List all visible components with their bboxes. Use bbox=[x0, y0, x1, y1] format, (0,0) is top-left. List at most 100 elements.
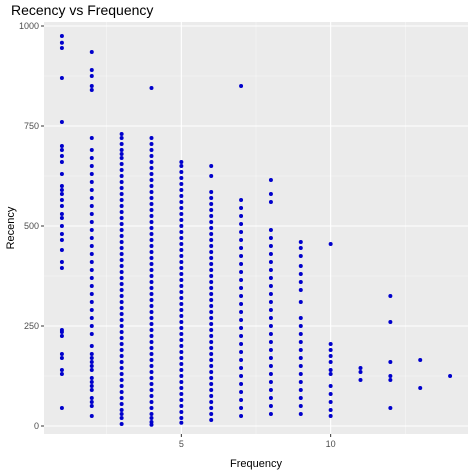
data-point bbox=[268, 388, 273, 392]
data-point bbox=[209, 196, 214, 200]
data-point bbox=[59, 172, 64, 176]
data-point bbox=[209, 202, 214, 206]
data-points bbox=[59, 34, 453, 427]
data-point bbox=[89, 50, 94, 54]
data-point bbox=[298, 380, 303, 384]
data-point bbox=[119, 372, 124, 376]
data-point bbox=[89, 172, 94, 176]
data-point bbox=[149, 370, 154, 374]
data-point bbox=[149, 416, 154, 420]
data-point bbox=[59, 144, 64, 148]
data-point bbox=[149, 256, 154, 260]
data-point bbox=[239, 198, 244, 202]
data-point bbox=[179, 260, 184, 264]
data-point bbox=[239, 326, 244, 330]
data-point bbox=[209, 174, 214, 178]
data-point bbox=[298, 340, 303, 344]
data-point bbox=[119, 228, 124, 232]
data-point bbox=[119, 174, 124, 178]
data-point bbox=[119, 132, 124, 136]
data-point bbox=[119, 198, 124, 202]
data-point bbox=[209, 412, 214, 416]
axes: 5 10 0 250 500 750 1000 bbox=[19, 21, 336, 449]
data-point bbox=[239, 84, 244, 88]
data-point bbox=[268, 412, 273, 416]
minor-gridlines bbox=[44, 22, 468, 434]
data-point bbox=[89, 414, 94, 418]
data-point bbox=[268, 268, 273, 272]
data-point bbox=[298, 356, 303, 360]
data-point bbox=[119, 142, 124, 146]
data-point bbox=[89, 384, 94, 388]
data-point bbox=[239, 414, 244, 418]
data-point bbox=[209, 262, 214, 266]
data-point bbox=[89, 260, 94, 264]
data-point bbox=[149, 268, 154, 272]
data-point bbox=[149, 286, 154, 290]
data-point bbox=[149, 334, 154, 338]
data-point bbox=[89, 360, 94, 364]
data-point bbox=[149, 220, 154, 224]
data-point bbox=[59, 406, 64, 410]
data-point bbox=[119, 148, 124, 152]
data-point bbox=[59, 204, 64, 208]
data-point bbox=[239, 374, 244, 378]
data-point bbox=[149, 328, 154, 332]
data-point bbox=[268, 380, 273, 384]
data-point bbox=[89, 308, 94, 312]
data-point bbox=[418, 386, 423, 390]
data-point bbox=[239, 406, 244, 410]
data-point bbox=[59, 34, 64, 38]
data-point bbox=[179, 278, 184, 282]
data-point bbox=[119, 384, 124, 388]
data-point bbox=[149, 406, 154, 410]
data-point bbox=[239, 358, 244, 362]
data-point bbox=[149, 376, 154, 380]
data-point bbox=[328, 360, 333, 364]
x-tick-label: 5 bbox=[179, 439, 184, 449]
data-point bbox=[89, 196, 94, 200]
data-point bbox=[89, 396, 94, 400]
data-point bbox=[119, 246, 124, 250]
data-point bbox=[239, 262, 244, 266]
data-point bbox=[119, 416, 124, 420]
data-point bbox=[179, 362, 184, 366]
data-point bbox=[89, 276, 94, 280]
data-point bbox=[149, 420, 154, 424]
data-point bbox=[89, 148, 94, 152]
data-point bbox=[149, 190, 154, 194]
data-point bbox=[179, 236, 184, 240]
data-point bbox=[59, 368, 64, 372]
data-point bbox=[239, 302, 244, 306]
data-point bbox=[209, 352, 214, 356]
data-point bbox=[89, 352, 94, 356]
data-point bbox=[59, 76, 64, 80]
data-point bbox=[268, 308, 273, 312]
data-point bbox=[209, 394, 214, 398]
data-point bbox=[209, 346, 214, 350]
data-point bbox=[388, 294, 393, 298]
data-point bbox=[179, 350, 184, 354]
data-point bbox=[179, 302, 184, 306]
data-point bbox=[59, 266, 64, 270]
data-point bbox=[388, 378, 393, 382]
data-point bbox=[209, 256, 214, 260]
data-point bbox=[328, 384, 333, 388]
data-point bbox=[149, 154, 154, 158]
data-point bbox=[209, 208, 214, 212]
data-point bbox=[119, 258, 124, 262]
data-point bbox=[89, 332, 94, 336]
data-point bbox=[89, 164, 94, 168]
data-point bbox=[149, 304, 154, 308]
chart-title: Recency vs Frequency bbox=[11, 2, 154, 18]
data-point bbox=[59, 330, 64, 334]
data-point bbox=[209, 406, 214, 410]
data-point bbox=[119, 240, 124, 244]
data-point bbox=[209, 388, 214, 392]
data-point bbox=[149, 202, 154, 206]
data-point bbox=[119, 366, 124, 370]
data-point bbox=[59, 40, 64, 45]
data-point bbox=[119, 162, 124, 166]
data-point bbox=[89, 380, 94, 384]
data-point bbox=[239, 222, 244, 226]
